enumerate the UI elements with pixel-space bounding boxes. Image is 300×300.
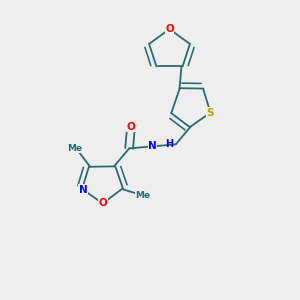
- Text: H: H: [165, 139, 173, 149]
- Text: O: O: [165, 24, 174, 34]
- Text: O: O: [127, 122, 135, 132]
- Text: O: O: [98, 199, 107, 208]
- Text: N: N: [79, 185, 88, 195]
- Text: S: S: [207, 108, 214, 118]
- Text: Me: Me: [136, 191, 151, 200]
- Text: Me: Me: [67, 144, 83, 153]
- Text: N: N: [148, 141, 157, 152]
